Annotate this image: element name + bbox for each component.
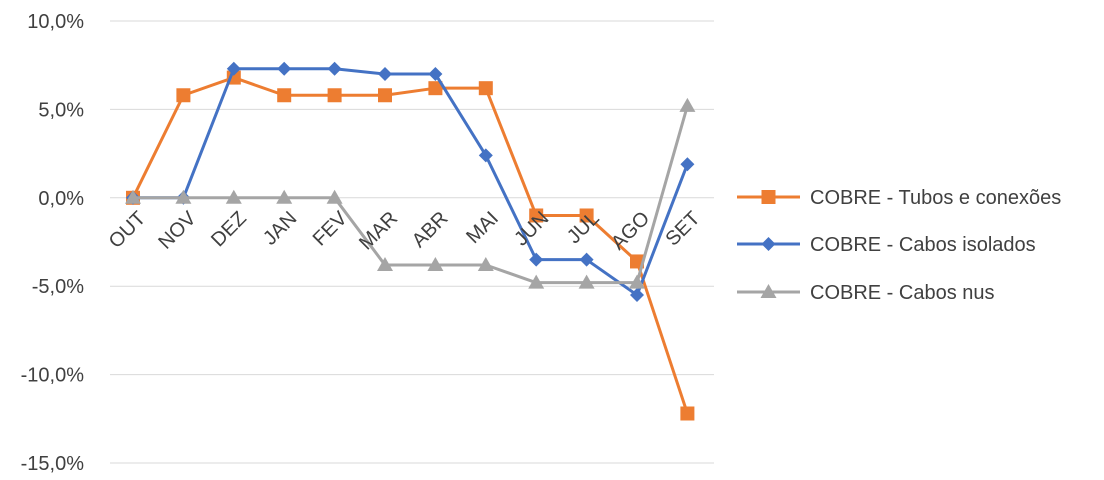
- data-point: [377, 256, 393, 271]
- x-category-label: MAR: [355, 207, 402, 254]
- x-category-label: DEZ: [207, 207, 251, 251]
- data-point: [378, 88, 392, 103]
- data-point: [428, 81, 443, 96]
- y-tick-label: 0,0%: [38, 188, 84, 210]
- data-point: [327, 61, 342, 76]
- data-point: [276, 189, 293, 204]
- legend-marker: [761, 190, 776, 204]
- y-tick-label: 10,0%: [27, 11, 84, 33]
- data-point: [277, 88, 292, 103]
- data-point: [478, 148, 493, 163]
- legend-item-cobre-tubos-e-conexoes: COBRE - Tubos e conexões: [737, 187, 1061, 209]
- data-point: [378, 67, 392, 82]
- y-tick-label: 5,0%: [38, 99, 84, 121]
- data-point: [176, 88, 191, 103]
- y-axis-ticks: 10,0% 5,0% 0,0% -5,0% -10,0% -15,0%: [21, 11, 85, 475]
- data-point: [680, 157, 695, 172]
- x-category-label: OUT: [105, 207, 150, 252]
- data-point: [630, 288, 644, 303]
- data-point: [175, 189, 192, 204]
- legend: COBRE - Tubos e conexões COBRE - Cabos is…: [737, 187, 1061, 304]
- data-point: [277, 61, 292, 76]
- data-point: [225, 189, 242, 204]
- data-point: [226, 61, 241, 76]
- legend-item-cobre-cabos-nus: COBRE - Cabos nus: [737, 282, 995, 304]
- series-line: [131, 76, 689, 414]
- legend-label: COBRE - Cabos nus: [810, 282, 995, 304]
- data-point: [579, 252, 594, 267]
- legend-marker: [760, 284, 777, 298]
- x-axis-categories: OUT NOV DEZ JAN FEV MAR ABR MAI JUN JUL AGO SET: [105, 207, 705, 254]
- y-tick-label: -10,0%: [21, 365, 85, 387]
- data-point: [327, 88, 342, 103]
- series-line: [133, 105, 689, 285]
- data-point: [529, 252, 544, 267]
- x-category-label: JUL: [563, 207, 604, 248]
- data-point: [529, 208, 544, 223]
- x-category-label: NOV: [154, 207, 201, 254]
- data-point: [427, 256, 444, 271]
- series-lines: [125, 61, 696, 421]
- data-point: [428, 67, 443, 82]
- legend-label: COBRE - Tubos e conexões: [810, 187, 1061, 209]
- series-cobre-tubos-e-conexoes: [126, 70, 695, 421]
- x-category-label: JUN: [510, 207, 553, 250]
- data-point: [528, 274, 545, 289]
- y-tick-label: -15,0%: [21, 453, 85, 475]
- data-point: [478, 81, 493, 96]
- series-line: [133, 67, 689, 297]
- data-point: [629, 274, 645, 289]
- series-cobre-cabos-isolados: [126, 61, 695, 303]
- x-category-label: MAI: [462, 207, 503, 248]
- y-tick-label: -5,0%: [32, 276, 84, 298]
- data-point: [477, 256, 494, 271]
- data-point: [679, 97, 696, 112]
- series-cobre-cabos-nus: [125, 97, 696, 289]
- x-category-label: JAN: [259, 207, 301, 249]
- x-category-label: ABR: [408, 207, 453, 252]
- data-point: [680, 406, 695, 421]
- data-point: [125, 189, 141, 204]
- data-point: [326, 189, 343, 204]
- data-point: [579, 208, 594, 223]
- legend-marker: [761, 237, 776, 251]
- legend-label: COBRE - Cabos isolados: [810, 234, 1036, 256]
- data-point: [578, 274, 595, 289]
- legend-item-cobre-cabos-isolados: COBRE - Cabos isolados: [737, 234, 1036, 256]
